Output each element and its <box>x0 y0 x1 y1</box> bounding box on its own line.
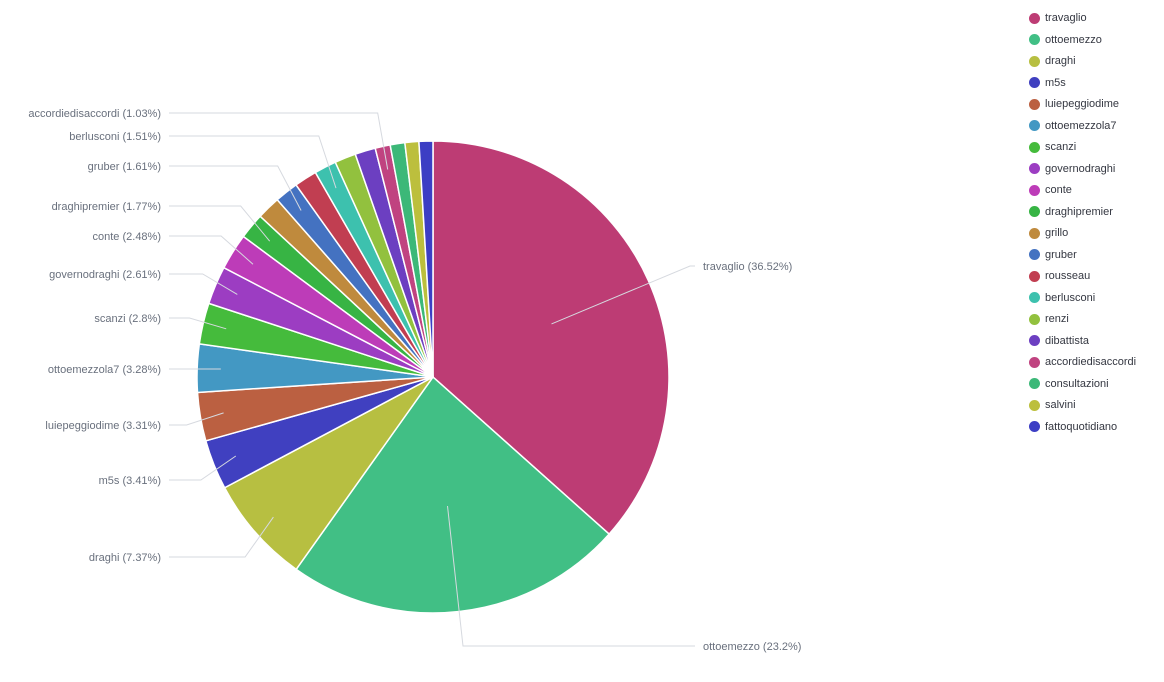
legend-item-rousseau[interactable]: rousseau <box>1026 267 1160 289</box>
slice-label-travaglio: travaglio (36.52%) <box>703 261 792 273</box>
legend-color-dot <box>1029 421 1040 432</box>
legend-item-governodraghi[interactable]: governodraghi <box>1026 160 1160 182</box>
slice-label-gruber: gruber (1.61%) <box>88 161 161 173</box>
legend-item-ottoemezzola7[interactable]: ottoemezzola7 <box>1026 117 1160 139</box>
slice-label-scanzi: scanzi (2.8%) <box>94 313 161 325</box>
legend-color-dot <box>1029 227 1040 239</box>
pie-chart: travaglio (36.52%) ottoemezzo (23.2%) drag… <box>28 108 801 653</box>
legend-color-dot <box>1029 313 1040 325</box>
label-leader-lines <box>169 112 695 647</box>
legend-item-grillo[interactable]: grillo <box>1026 224 1160 246</box>
legend-color-dot <box>1029 12 1040 24</box>
pie-slice-fattoquotidiano[interactable] <box>418 140 434 378</box>
legend-item-travaglio[interactable]: travaglio <box>1026 9 1160 31</box>
slice-label-accordiedisaccordi: accordiedisaccordi (1.03%) <box>28 108 161 120</box>
legend-item-berlusconi[interactable]: berlusconi <box>1026 289 1160 311</box>
legend-item-m5s[interactable]: m5s <box>1026 74 1160 96</box>
legend-item-ottoemezzo[interactable]: ottoemezzo <box>1026 31 1160 53</box>
leader-line-ottoemezzo <box>447 505 695 647</box>
slice-label-ottoemezzo: ottoemezzo (23.2%) <box>703 641 801 653</box>
legend-color-dot <box>1029 206 1040 217</box>
legend-color-dot <box>1029 270 1040 282</box>
legend-label: salvini <box>1045 399 1076 411</box>
slice-label-governodraghi: governodraghi (2.61%) <box>49 269 161 281</box>
legend-label: governodraghi <box>1045 162 1116 175</box>
legend-label: ottoemezzo <box>1045 33 1102 46</box>
legend-label: consultazioni <box>1045 377 1109 390</box>
legend-label: travaglio <box>1045 12 1087 24</box>
legend-label: ottoemezzola7 <box>1045 119 1117 132</box>
legend-item-gruber[interactable]: gruber <box>1026 246 1160 268</box>
legend-color-dot <box>1029 120 1040 131</box>
slice-label-draghi: draghi (7.37%) <box>89 552 161 564</box>
legend-color-dot <box>1029 399 1040 411</box>
chart-legend: travaglio ottoemezzo draghi m5s luiepeggiodi… <box>1026 9 1160 439</box>
legend-item-conte[interactable]: conte <box>1026 181 1160 203</box>
legend-item-draghi[interactable]: draghi <box>1026 52 1160 74</box>
legend-label: draghi <box>1045 55 1076 67</box>
legend-color-dot <box>1029 34 1040 45</box>
legend-color-dot <box>1029 163 1040 174</box>
pie-slice-travaglio[interactable] <box>432 140 670 536</box>
legend-label: accordiedisaccordi <box>1045 356 1137 368</box>
legend-label: berlusconi <box>1045 291 1096 304</box>
slice-labels: travaglio (36.52%) ottoemezzo (23.2%) drag… <box>28 108 801 653</box>
legend-item-consultazioni[interactable]: consultazioni <box>1026 375 1160 397</box>
legend-item-fattoquotidiano[interactable]: fattoquotidiano <box>1026 418 1160 440</box>
legend-color-dot <box>1029 335 1040 346</box>
legend-item-luiepeggiodime[interactable]: luiepeggiodime <box>1026 95 1160 117</box>
pie-slices <box>196 140 670 614</box>
legend-label: fattoquotidiano <box>1045 420 1118 433</box>
slice-label-luiepeggiodime: luiepeggiodime (3.31%) <box>45 420 161 432</box>
slice-label-berlusconi: berlusconi (1.51%) <box>69 131 161 143</box>
legend-color-dot <box>1029 292 1040 303</box>
pie-slice-draghi[interactable] <box>223 376 434 571</box>
legend-item-salvini[interactable]: salvini <box>1026 396 1160 418</box>
legend-label: rousseau <box>1045 270 1091 282</box>
legend-color-dot <box>1029 141 1040 153</box>
leader-line-luiepeggiodime <box>169 412 224 426</box>
legend-label: scanzi <box>1045 141 1077 153</box>
leader-line-accordiedisaccordi <box>169 112 389 170</box>
leader-line-travaglio <box>551 265 695 325</box>
leader-line-berlusconi <box>169 135 337 189</box>
slice-label-m5s: m5s (3.41%) <box>99 475 161 487</box>
legend-color-dot <box>1029 378 1040 389</box>
legend-item-scanzi[interactable]: scanzi <box>1026 138 1160 160</box>
slice-label-conte: conte (2.48%) <box>93 231 161 243</box>
legend-color-dot <box>1029 249 1040 260</box>
slice-label-ottoemezzola7: ottoemezzola7 (3.28%) <box>48 364 161 376</box>
legend-label: conte <box>1045 184 1072 196</box>
slice-label-draghipremier: draghipremier (1.77%) <box>52 201 161 213</box>
legend-color-dot <box>1029 77 1040 88</box>
legend-label: gruber <box>1045 248 1077 261</box>
leader-line-draghi <box>169 516 274 558</box>
legend-label: luiepeggiodime <box>1045 98 1119 110</box>
leader-line-scanzi <box>169 317 227 330</box>
legend-label: draghipremier <box>1045 205 1113 218</box>
legend-color-dot <box>1029 356 1040 368</box>
leader-line-m5s <box>169 455 237 481</box>
legend-color-dot <box>1029 98 1040 110</box>
legend-item-draghipremier[interactable]: draghipremier <box>1026 203 1160 225</box>
legend-item-dibattista[interactable]: dibattista <box>1026 332 1160 354</box>
legend-item-renzi[interactable]: renzi <box>1026 310 1160 332</box>
legend-item-accordiedisaccordi[interactable]: accordiedisaccordi <box>1026 353 1160 375</box>
leader-line-draghipremier <box>169 205 271 242</box>
leader-line-gruber <box>169 165 302 211</box>
leader-line-conte <box>169 235 254 265</box>
legend-color-dot <box>1029 55 1040 67</box>
legend-label: m5s <box>1045 76 1066 89</box>
legend-color-dot <box>1029 184 1040 196</box>
legend-label: grillo <box>1045 227 1069 239</box>
legend-label: dibattista <box>1045 334 1090 347</box>
legend-label: renzi <box>1045 313 1069 325</box>
leader-line-governodraghi <box>169 273 238 295</box>
